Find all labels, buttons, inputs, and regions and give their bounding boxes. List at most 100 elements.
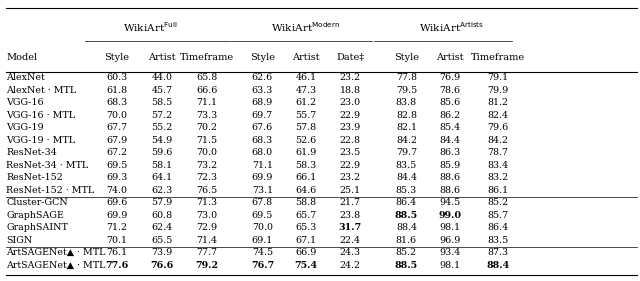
Text: 96.9: 96.9 [439, 236, 461, 245]
Text: 73.3: 73.3 [196, 111, 218, 120]
Text: 69.9: 69.9 [252, 173, 273, 182]
Text: 68.3: 68.3 [252, 136, 273, 145]
Text: VGG-19 · MTL: VGG-19 · MTL [6, 136, 76, 145]
Text: Artist: Artist [292, 53, 320, 62]
Text: 67.7: 67.7 [106, 123, 128, 132]
Text: 70.0: 70.0 [252, 223, 273, 232]
Text: 55.2: 55.2 [151, 123, 173, 132]
Text: 83.8: 83.8 [396, 98, 417, 107]
Text: 73.9: 73.9 [151, 248, 173, 257]
Text: 82.1: 82.1 [396, 123, 417, 132]
Text: 85.4: 85.4 [439, 123, 461, 132]
Text: ResNet-152 · MTL: ResNet-152 · MTL [6, 186, 95, 195]
Text: VGG-16 · MTL: VGG-16 · MTL [6, 111, 76, 120]
Text: 73.2: 73.2 [196, 161, 218, 170]
Text: 21.7: 21.7 [340, 198, 360, 207]
Text: GraphSAGE: GraphSAGE [6, 211, 64, 220]
Text: 83.5: 83.5 [396, 161, 417, 170]
Text: AlexNet: AlexNet [6, 73, 45, 82]
Text: 69.1: 69.1 [252, 236, 273, 245]
Text: 61.9: 61.9 [295, 148, 317, 157]
Text: 64.6: 64.6 [295, 186, 317, 195]
Text: 45.7: 45.7 [151, 86, 173, 95]
Text: 23.2: 23.2 [339, 73, 361, 82]
Text: 22.9: 22.9 [339, 111, 361, 120]
Text: 67.9: 67.9 [106, 136, 128, 145]
Text: 23.5: 23.5 [339, 148, 361, 157]
Text: 79.1: 79.1 [487, 73, 509, 82]
Text: 86.1: 86.1 [487, 186, 509, 195]
Text: 99.0: 99.0 [438, 211, 461, 220]
Text: 76.9: 76.9 [439, 73, 461, 82]
Text: 58.8: 58.8 [295, 198, 317, 207]
Text: 73.1: 73.1 [252, 186, 273, 195]
Text: 23.0: 23.0 [339, 98, 361, 107]
Text: 65.3: 65.3 [295, 223, 317, 232]
Text: 67.1: 67.1 [295, 236, 317, 245]
Text: 67.8: 67.8 [252, 198, 273, 207]
Text: 78.7: 78.7 [488, 148, 508, 157]
Text: 58.3: 58.3 [295, 161, 317, 170]
Text: GraphSAINT: GraphSAINT [6, 223, 68, 232]
Text: 71.4: 71.4 [196, 236, 217, 245]
Text: 86.2: 86.2 [439, 111, 461, 120]
Text: WikiArt$^{\mathrm{Full}}$: WikiArt$^{\mathrm{Full}}$ [123, 20, 178, 34]
Text: 65.5: 65.5 [151, 236, 173, 245]
Text: 72.9: 72.9 [196, 223, 218, 232]
Text: 60.8: 60.8 [151, 211, 173, 220]
Text: 85.3: 85.3 [396, 186, 417, 195]
Text: 71.3: 71.3 [196, 198, 218, 207]
Text: 74.0: 74.0 [107, 186, 127, 195]
Text: SIGN: SIGN [6, 236, 33, 245]
Text: 81.2: 81.2 [488, 98, 508, 107]
Text: 88.4: 88.4 [486, 261, 509, 270]
Text: 85.9: 85.9 [439, 161, 461, 170]
Text: 66.9: 66.9 [295, 248, 317, 257]
Text: 22.9: 22.9 [339, 161, 361, 170]
Text: Timeframe: Timeframe [471, 53, 525, 62]
Text: 57.8: 57.8 [295, 123, 317, 132]
Text: 77.8: 77.8 [396, 73, 417, 82]
Text: VGG-19: VGG-19 [6, 123, 44, 132]
Text: 18.8: 18.8 [340, 86, 360, 95]
Text: 88.4: 88.4 [396, 223, 417, 232]
Text: 58.1: 58.1 [151, 161, 173, 170]
Text: 73.0: 73.0 [196, 211, 218, 220]
Text: 94.5: 94.5 [439, 198, 461, 207]
Text: 84.4: 84.4 [396, 173, 417, 182]
Text: 82.4: 82.4 [488, 111, 508, 120]
Text: 57.9: 57.9 [151, 198, 173, 207]
Text: 66.1: 66.1 [295, 173, 317, 182]
Text: 52.6: 52.6 [295, 136, 317, 145]
Text: Model: Model [6, 53, 38, 62]
Text: 46.1: 46.1 [295, 73, 317, 82]
Text: 83.5: 83.5 [487, 236, 509, 245]
Text: 83.4: 83.4 [487, 161, 509, 170]
Text: Artist: Artist [436, 53, 464, 62]
Text: Cluster-GCN: Cluster-GCN [6, 198, 68, 207]
Text: 69.5: 69.5 [252, 211, 273, 220]
Text: 71.2: 71.2 [107, 223, 127, 232]
Text: 78.6: 78.6 [439, 86, 461, 95]
Text: 58.5: 58.5 [151, 98, 173, 107]
Text: 81.6: 81.6 [396, 236, 417, 245]
Text: 86.4: 86.4 [487, 223, 509, 232]
Text: 24.3: 24.3 [339, 248, 361, 257]
Text: 93.4: 93.4 [439, 248, 461, 257]
Text: 98.1: 98.1 [439, 261, 461, 270]
Text: 66.6: 66.6 [196, 86, 218, 95]
Text: 70.0: 70.0 [196, 148, 217, 157]
Text: 85.7: 85.7 [487, 211, 509, 220]
Text: 76.5: 76.5 [196, 186, 218, 195]
Text: ArtSAGENet▲ · MTL: ArtSAGENet▲ · MTL [6, 261, 106, 270]
Text: 83.2: 83.2 [487, 173, 509, 182]
Text: 72.3: 72.3 [196, 173, 218, 182]
Text: WikiArt$^{\mathrm{Artists}}$: WikiArt$^{\mathrm{Artists}}$ [419, 20, 484, 34]
Text: 88.6: 88.6 [439, 186, 461, 195]
Text: 70.0: 70.0 [107, 111, 127, 120]
Text: Style: Style [394, 53, 419, 62]
Text: Style: Style [250, 53, 275, 62]
Text: 54.9: 54.9 [151, 136, 173, 145]
Text: 22.4: 22.4 [340, 236, 360, 245]
Text: Date‡: Date‡ [336, 53, 364, 62]
